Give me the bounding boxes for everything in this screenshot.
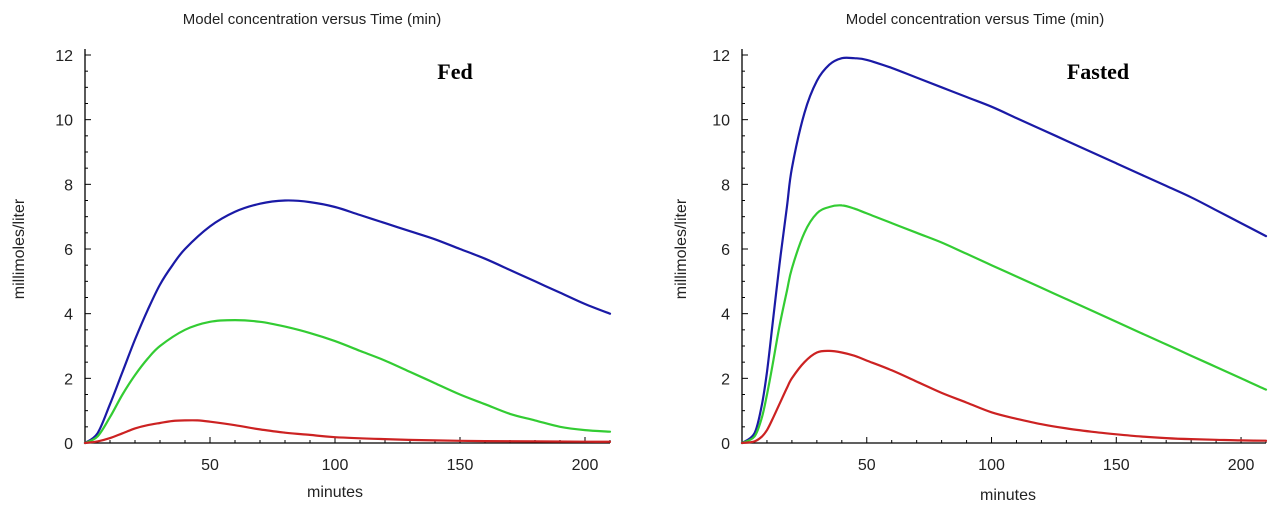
y-tick-label: 10 (712, 113, 730, 130)
series-line-3 (83, 419, 612, 445)
x-axis-label: minutes (980, 487, 1036, 504)
chart-title: Model concentration versus Time (min) (183, 11, 441, 28)
chart-1: Model concentration versus Time (min) Fed… (11, 11, 612, 501)
y-tick-label: 6 (64, 242, 73, 259)
x-tick-label: 200 (1228, 457, 1255, 474)
y-tick-label: 2 (721, 371, 730, 388)
y-tick-label: 0 (64, 436, 73, 453)
panel-annotation: Fasted (1067, 59, 1129, 84)
x-tick-label: 150 (1103, 457, 1130, 474)
y-tick-label: 10 (55, 113, 73, 130)
y-tick-label: 12 (712, 48, 730, 65)
x-tick-label: 50 (858, 457, 876, 474)
panel-annotation: Fed (437, 59, 472, 84)
y-tick-label: 2 (64, 371, 73, 388)
chart-title: Model concentration versus Time (min) (846, 11, 1104, 28)
y-axis-label: millimoles/liter (11, 198, 28, 299)
y-tick-label: 8 (64, 177, 73, 194)
y-tick-label: 4 (64, 307, 73, 324)
chart-2: Model concentration versus Time (min) Fas… (673, 11, 1268, 504)
y-tick-label: 4 (721, 307, 730, 324)
x-tick-label: 100 (978, 457, 1005, 474)
series-line-3 (740, 349, 1268, 445)
x-tick-label: 200 (572, 457, 599, 474)
series-line-1 (740, 56, 1268, 445)
series-line-2 (83, 319, 612, 445)
y-tick-label: 12 (55, 48, 73, 65)
x-axis-label: minutes (307, 484, 363, 501)
y-axis-label: millimoles/liter (673, 198, 690, 299)
series-line-2 (740, 204, 1268, 445)
x-tick-label: 150 (447, 457, 474, 474)
y-tick-label: 0 (721, 436, 730, 453)
x-tick-label: 50 (201, 457, 219, 474)
series-line-1 (83, 199, 612, 445)
x-tick-label: 100 (322, 457, 349, 474)
y-tick-label: 6 (721, 242, 730, 259)
y-tick-label: 8 (721, 177, 730, 194)
